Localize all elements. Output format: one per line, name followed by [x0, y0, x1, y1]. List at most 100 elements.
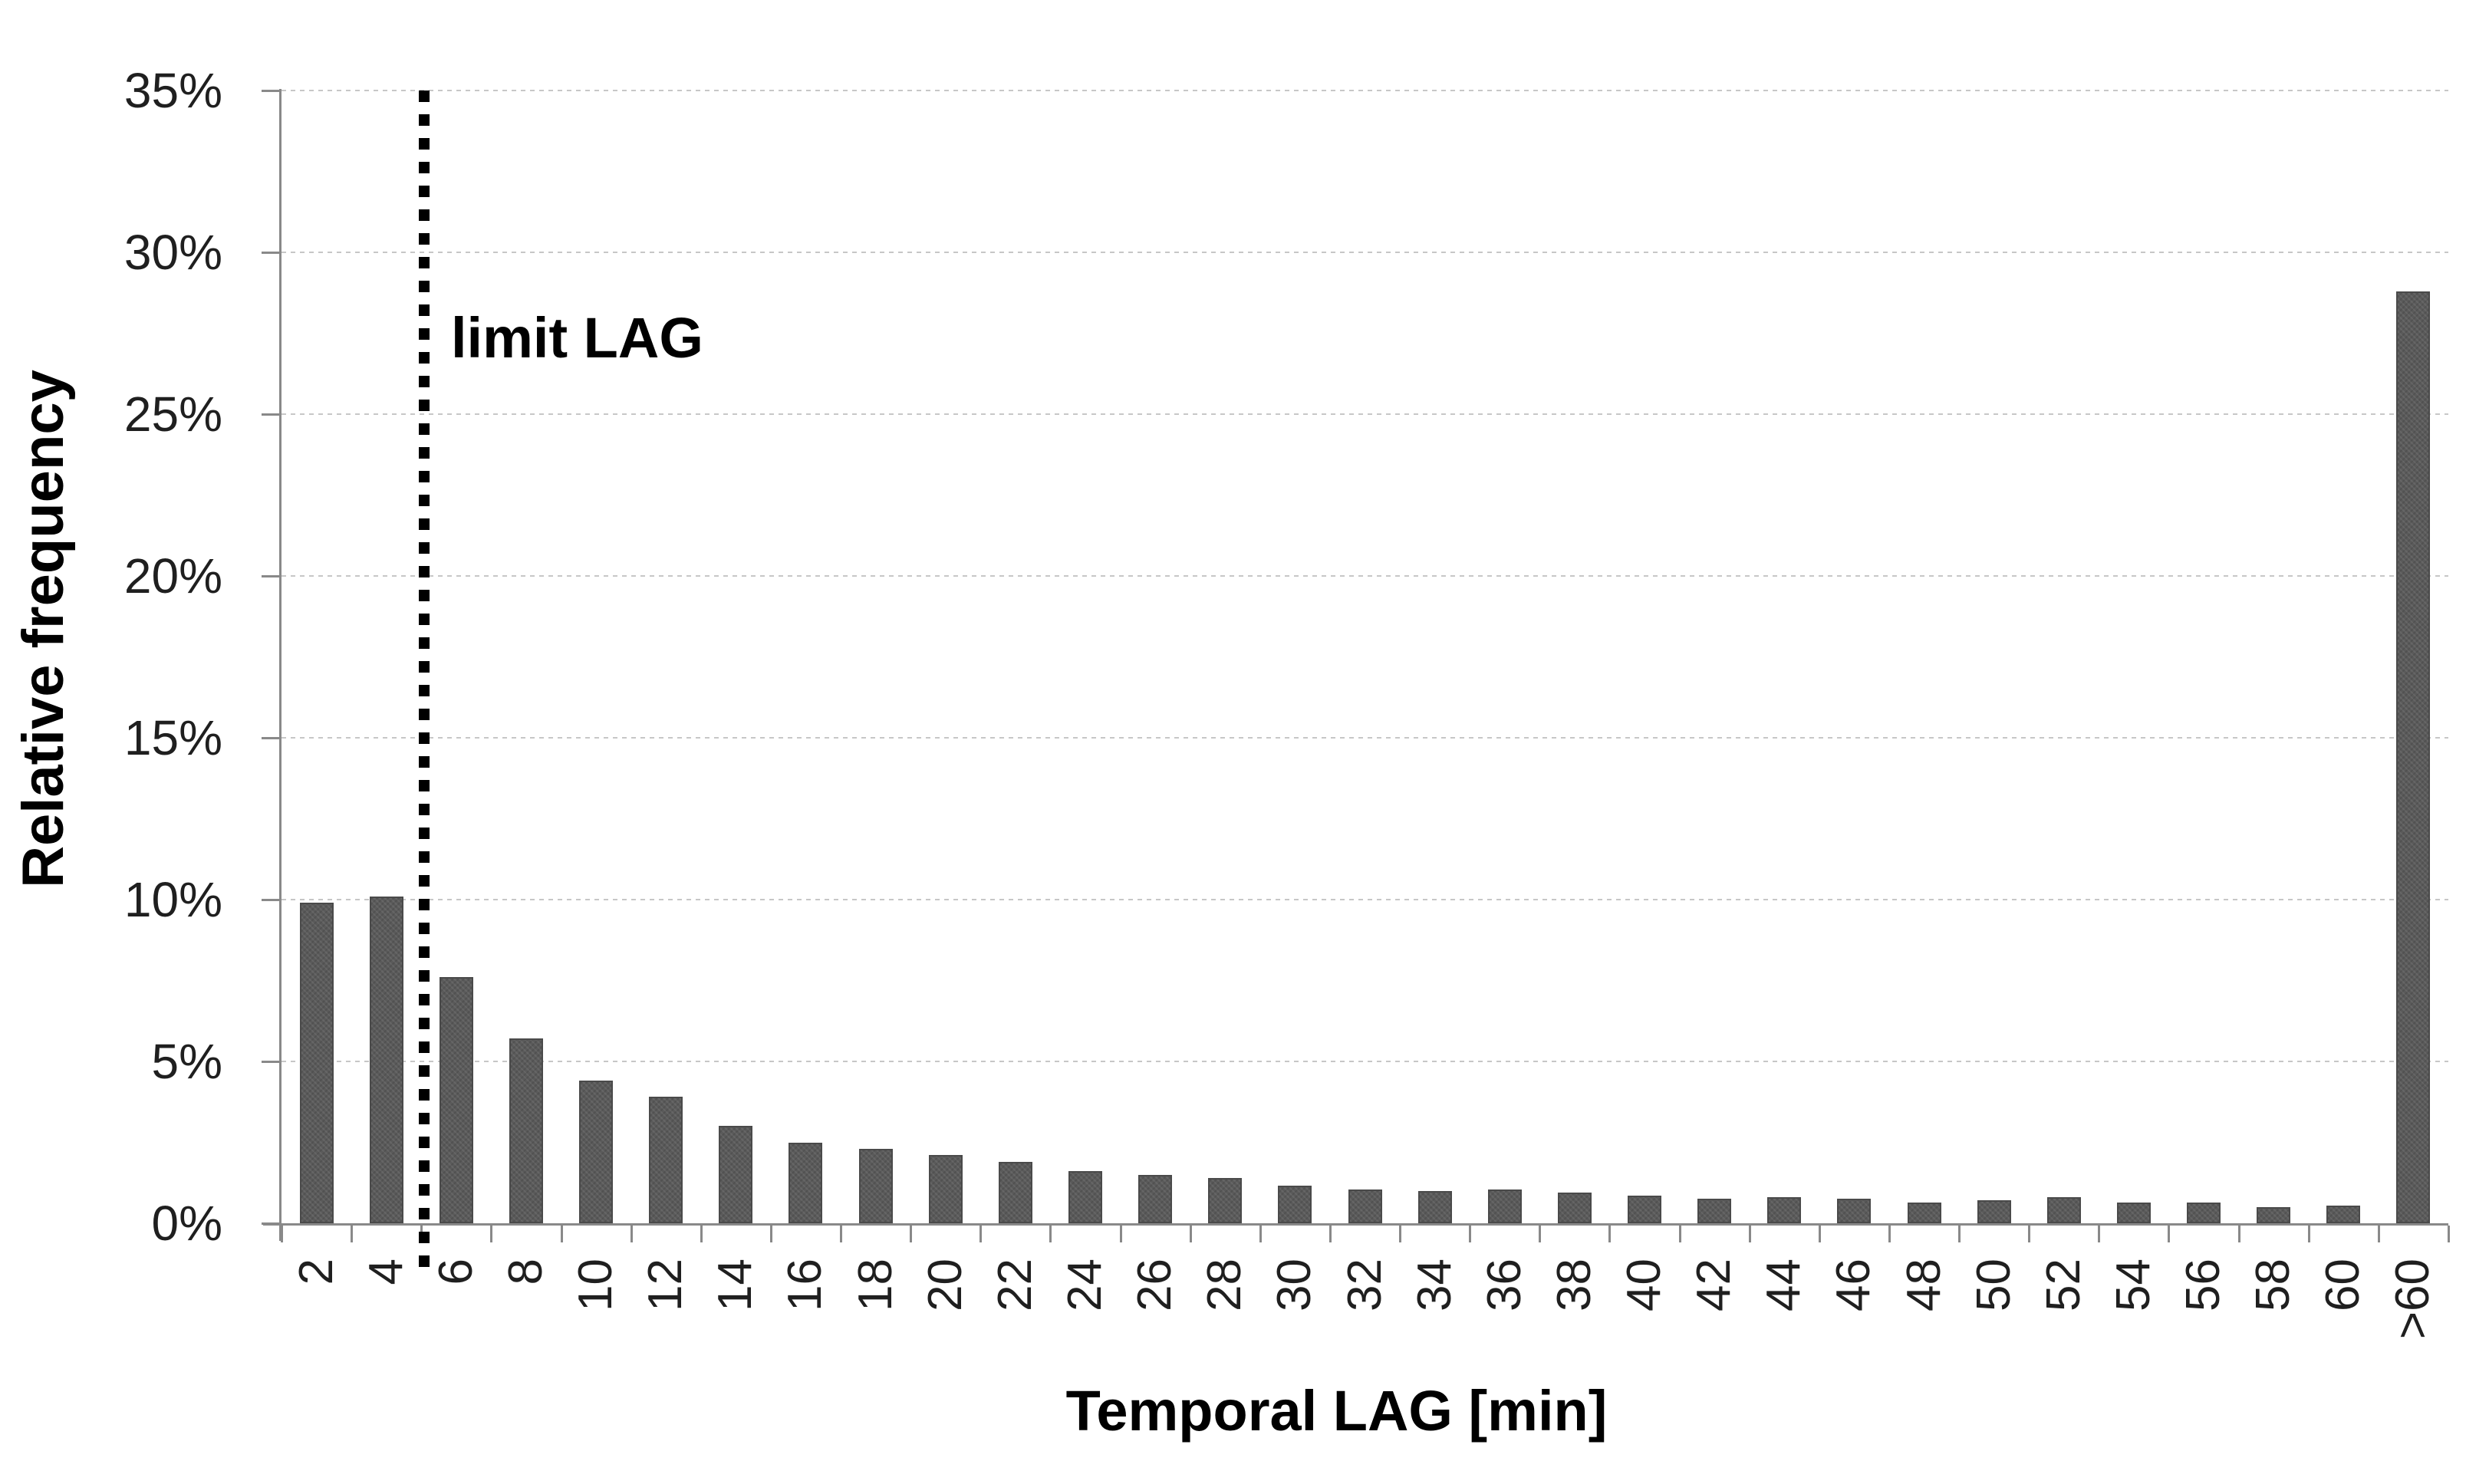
x-tick-label-36: 36 — [1477, 1259, 1531, 1311]
bar-30 — [1278, 1186, 1312, 1223]
x-tick-label-12: 12 — [639, 1259, 693, 1311]
x-tick-17 — [1469, 1226, 1472, 1242]
x-tick-23 — [1888, 1226, 1891, 1242]
limit-lag-line — [419, 90, 430, 1267]
y-tick-label-10%: 10% — [123, 872, 222, 927]
x-tick-label-24: 24 — [1058, 1259, 1111, 1311]
plot-area — [281, 90, 2448, 1223]
x-tick-label-20: 20 — [918, 1259, 972, 1311]
x-tick-1 — [351, 1226, 354, 1242]
bar-42 — [1697, 1199, 1732, 1223]
bar-6 — [439, 977, 473, 1223]
x-tick-31 — [2448, 1226, 2450, 1242]
x-tick-11 — [1049, 1226, 1052, 1242]
bar-38 — [1557, 1192, 1592, 1223]
bar-60 — [2326, 1205, 2361, 1223]
x-tick-label-16: 16 — [779, 1259, 832, 1311]
gridline-20% — [281, 575, 2448, 577]
bar-10 — [579, 1081, 614, 1223]
x-tick-3 — [490, 1226, 493, 1242]
y-tick-30% — [262, 252, 281, 254]
x-axis-line — [263, 1223, 2448, 1226]
gridline-35% — [281, 90, 2448, 91]
gridline-30% — [281, 252, 2448, 253]
x-tick-label-58: 58 — [2247, 1259, 2300, 1311]
bar-20 — [928, 1155, 963, 1223]
y-tick-25% — [262, 413, 281, 416]
bar-12 — [649, 1097, 683, 1223]
bar-8 — [509, 1038, 543, 1223]
x-tick-label-34: 34 — [1407, 1259, 1461, 1311]
x-tick-13 — [1189, 1226, 1192, 1242]
x-tick-4 — [560, 1226, 563, 1242]
y-tick-label-0%: 0% — [151, 1196, 223, 1251]
x-tick-label-8: 8 — [499, 1259, 552, 1285]
y-tick-label-5%: 5% — [151, 1034, 223, 1089]
x-tick-30 — [2377, 1226, 2380, 1242]
bar-46 — [1837, 1199, 1872, 1223]
y-tick-35% — [262, 90, 281, 92]
bar-40 — [1628, 1196, 1662, 1223]
x-tick-label->60: >60 — [2386, 1259, 2440, 1340]
bar-4 — [369, 896, 403, 1223]
x-tick-29 — [2307, 1226, 2310, 1242]
x-tick-label-28: 28 — [1198, 1259, 1252, 1311]
gridline-15% — [281, 737, 2448, 739]
x-tick-12 — [1119, 1226, 1122, 1242]
x-tick-6 — [700, 1226, 703, 1242]
x-tick-label-26: 26 — [1128, 1259, 1182, 1311]
x-tick-label-50: 50 — [1967, 1259, 2020, 1311]
x-tick-7 — [769, 1226, 772, 1242]
x-tick-24 — [1958, 1226, 1961, 1242]
bar-52 — [2046, 1197, 2081, 1223]
y-axis-title: Relative frequency — [11, 370, 76, 888]
y-tick-10% — [262, 899, 281, 901]
x-tick-9 — [910, 1226, 913, 1242]
x-tick-28 — [2237, 1226, 2240, 1242]
bar-14 — [719, 1126, 753, 1223]
x-tick-label-14: 14 — [709, 1259, 762, 1311]
gridline-10% — [281, 899, 2448, 900]
x-tick-label-54: 54 — [2106, 1259, 2160, 1311]
bar->60 — [2396, 291, 2431, 1223]
x-tick-label-42: 42 — [1687, 1259, 1741, 1311]
bar-26 — [1138, 1174, 1173, 1223]
x-tick-15 — [1328, 1226, 1332, 1242]
x-tick-label-38: 38 — [1547, 1259, 1601, 1311]
x-tick-label-4: 4 — [359, 1259, 413, 1285]
bar-16 — [789, 1142, 823, 1223]
bar-34 — [1417, 1190, 1452, 1223]
gridline-5% — [281, 1061, 2448, 1062]
y-tick-label-35%: 35% — [123, 63, 222, 118]
x-tick-16 — [1399, 1226, 1402, 1242]
x-tick-22 — [1818, 1226, 1821, 1242]
bar-36 — [1487, 1189, 1522, 1223]
x-tick-5 — [630, 1226, 633, 1242]
x-tick-10 — [979, 1226, 983, 1242]
x-tick-0 — [281, 1226, 283, 1242]
x-tick-label-40: 40 — [1618, 1259, 1671, 1311]
x-tick-label-2: 2 — [289, 1259, 343, 1285]
x-tick-label-46: 46 — [1827, 1259, 1881, 1311]
x-tick-27 — [2168, 1226, 2171, 1242]
bar-22 — [998, 1161, 1032, 1223]
y-tick-5% — [262, 1061, 281, 1063]
bar-50 — [1977, 1200, 2011, 1223]
x-tick-21 — [1748, 1226, 1751, 1242]
bar-18 — [858, 1148, 893, 1223]
x-tick-14 — [1259, 1226, 1262, 1242]
x-tick-label-60: 60 — [2316, 1259, 2370, 1311]
bar-28 — [1208, 1177, 1243, 1223]
x-axis-title: Temporal LAG [min] — [1065, 1379, 1608, 1443]
x-tick-26 — [2098, 1226, 2101, 1242]
y-tick-15% — [262, 737, 281, 739]
bar-58 — [2257, 1206, 2291, 1223]
x-tick-25 — [2028, 1226, 2031, 1242]
bar-56 — [2187, 1202, 2221, 1223]
x-tick-8 — [840, 1226, 843, 1242]
x-tick-label-18: 18 — [848, 1259, 902, 1311]
x-tick-20 — [1678, 1226, 1681, 1242]
x-tick-label-6: 6 — [429, 1259, 482, 1285]
bar-32 — [1348, 1189, 1382, 1223]
